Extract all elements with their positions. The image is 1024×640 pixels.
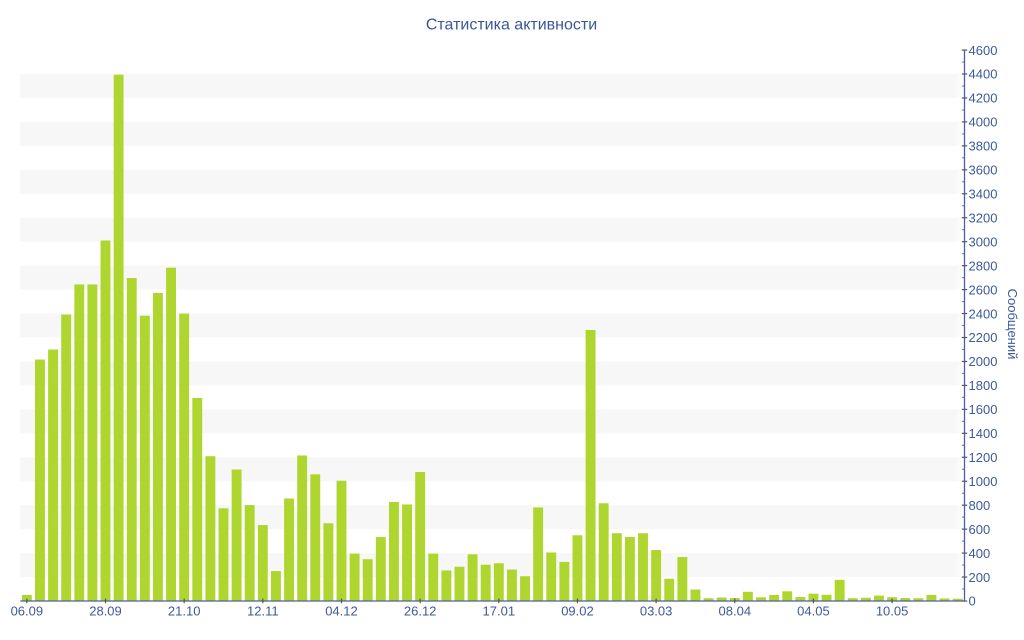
svg-text:28.09: 28.09 xyxy=(89,604,122,619)
svg-text:1800: 1800 xyxy=(969,378,998,393)
svg-text:17.01: 17.01 xyxy=(483,604,516,619)
svg-text:3800: 3800 xyxy=(969,139,998,154)
svg-text:1600: 1600 xyxy=(969,402,998,417)
svg-text:1400: 1400 xyxy=(969,426,998,441)
svg-text:800: 800 xyxy=(969,498,991,513)
svg-text:09.02: 09.02 xyxy=(561,604,594,619)
svg-text:3000: 3000 xyxy=(969,234,998,249)
svg-text:3400: 3400 xyxy=(969,186,998,201)
svg-text:03.03: 03.03 xyxy=(640,604,673,619)
svg-text:4400: 4400 xyxy=(969,67,998,82)
svg-text:1000: 1000 xyxy=(969,474,998,489)
svg-text:400: 400 xyxy=(969,546,991,561)
svg-text:10.05: 10.05 xyxy=(876,604,909,619)
svg-text:4600: 4600 xyxy=(969,43,998,58)
svg-text:600: 600 xyxy=(969,522,991,537)
svg-text:2200: 2200 xyxy=(969,330,998,345)
svg-text:200: 200 xyxy=(969,570,991,585)
svg-text:3200: 3200 xyxy=(969,210,998,225)
svg-text:2000: 2000 xyxy=(969,354,998,369)
svg-text:12.11: 12.11 xyxy=(247,604,279,619)
svg-text:4200: 4200 xyxy=(969,91,998,106)
svg-text:Сообщений: Сообщений xyxy=(1005,289,1020,360)
svg-text:2600: 2600 xyxy=(969,282,998,297)
svg-text:2800: 2800 xyxy=(969,258,998,273)
svg-text:26.12: 26.12 xyxy=(404,604,437,619)
svg-text:3600: 3600 xyxy=(969,163,998,178)
svg-text:21.10: 21.10 xyxy=(168,604,201,619)
svg-text:2400: 2400 xyxy=(969,306,998,321)
svg-text:Статистика активности: Статистика активности xyxy=(426,17,597,34)
svg-text:04.12: 04.12 xyxy=(325,604,358,619)
svg-text:08.04: 08.04 xyxy=(719,604,752,619)
svg-text:0: 0 xyxy=(969,594,976,609)
svg-text:4000: 4000 xyxy=(969,115,998,130)
svg-text:1200: 1200 xyxy=(969,450,998,465)
svg-text:06.09: 06.09 xyxy=(11,604,44,619)
svg-text:04.05: 04.05 xyxy=(797,604,830,619)
